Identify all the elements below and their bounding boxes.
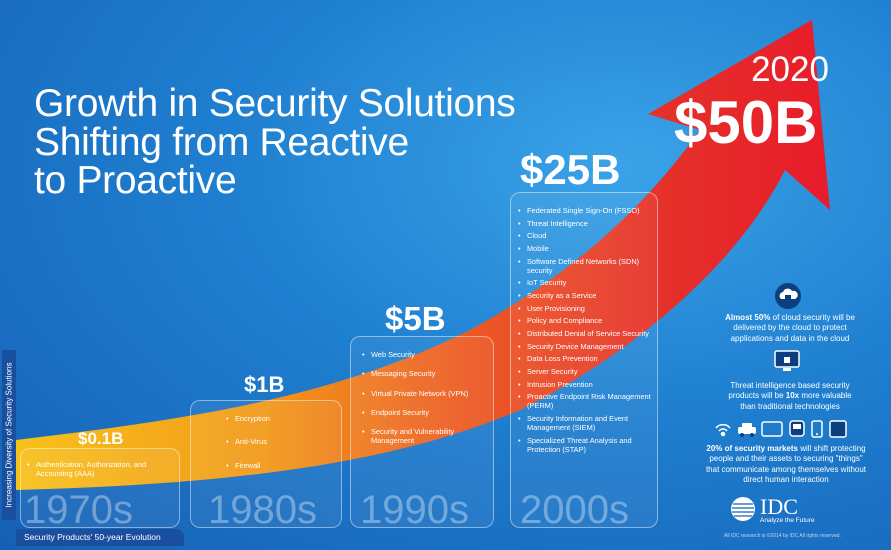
era-decade-1970s: 1970s [24, 488, 133, 532]
monitor-lock-icon [774, 350, 800, 371]
title-line-3: to Proactive [34, 159, 237, 202]
fact-cloud: Almost 50% of cloud security will be del… [724, 313, 856, 344]
iot-icons [712, 418, 862, 440]
projection-year: 2020 [751, 50, 829, 89]
list-item: Proactive Endpoint Risk Management (PERM… [518, 392, 658, 411]
era-decade-1990s: 1990s [360, 488, 469, 532]
list-item: Server Security [518, 367, 658, 377]
list-item: Data Loss Prevention [518, 354, 658, 364]
era-decade-2000s: 2000s [520, 488, 629, 532]
title-line-1: Growth in Security Solutions [34, 82, 516, 125]
list-item: IoT Security [518, 278, 658, 288]
era-items-1970s: Authentication, Authorization, and Accou… [27, 460, 175, 479]
tablet-icon [761, 421, 783, 437]
fact-threat-bold: 10x [785, 391, 800, 401]
list-item: Web Security [362, 350, 488, 360]
list-item: User Provisioning [518, 304, 658, 314]
idc-globe-icon [731, 497, 755, 521]
era-amount-1990s: $5B [385, 300, 446, 337]
brand-name: IDC [760, 494, 798, 519]
wifi-icon [715, 423, 731, 437]
fact-iot: 20% of security markets will shift prote… [704, 444, 868, 486]
fact-threat-text-a: Threat intelligence based security produ… [728, 381, 850, 401]
projection-amount: $50B [674, 89, 818, 156]
list-item: Policy and Compliance [518, 316, 658, 326]
era-amount-2000s: $25B [520, 146, 621, 193]
list-item: Security Information and Event Managemen… [518, 414, 658, 433]
list-item: Encryption [226, 414, 336, 424]
list-item: Virtual Private Network (VPN) [362, 389, 488, 399]
list-item: Endpoint Security [362, 408, 488, 418]
list-item: Federated Single Sign-On (FSSO) [518, 206, 658, 216]
era-decade-1980s: 1980s [208, 488, 317, 532]
list-item: Threat Intelligence [518, 219, 658, 229]
tablet-icon [829, 420, 847, 438]
list-item: Security and Vulnerability Management [362, 427, 488, 446]
title-line-2: Shifting from Reactive [34, 121, 409, 164]
footer-caption: Security Products' 50-year Evolution [16, 529, 184, 546]
list-item: Security as a Service [518, 291, 658, 301]
brand-tagline: Analyze the Future [760, 517, 815, 524]
fact-threat-text-b: more valuable than traditional technolog… [740, 391, 852, 411]
list-item: Cloud [518, 231, 658, 241]
fact-iot-text: will shift protecting people and their a… [705, 444, 867, 485]
era-amount-1980s: $1B [244, 372, 285, 397]
era-items-2000s: Federated Single Sign-On (FSSO) Threat I… [518, 206, 658, 458]
list-item: Anti-Virus [226, 437, 336, 447]
era-amount-1970s: $0.1B [78, 429, 124, 448]
fact-iot-bold: 20% of security markets [706, 444, 798, 453]
era-items-1980s: Encryption Anti-Virus Firewall [226, 414, 336, 470]
list-item: Authentication, Authorization, and Accou… [27, 460, 175, 479]
axis-label-bar: Increasing Diversity of Security Solutio… [2, 350, 16, 520]
car-icon [738, 423, 756, 437]
list-item: Security Device Management [518, 342, 658, 352]
axis-label: Increasing Diversity of Security Solutio… [4, 362, 14, 508]
list-item: Mobile [518, 244, 658, 254]
copyright: All IDC research is ©2014 by IDC All rig… [724, 533, 841, 539]
era-items-1990s: Web Security Messaging Security Virtual … [362, 350, 488, 446]
list-item: Distributed Denial of Service Security [518, 329, 658, 339]
list-item: Intrusion Prevention [518, 380, 658, 390]
train-icon [789, 420, 805, 437]
list-item: Messaging Security [362, 369, 488, 379]
cloud-lock-icon [775, 283, 801, 309]
fact-threat: Threat intelligence based security produ… [724, 381, 856, 412]
phone-icon [811, 420, 823, 438]
list-item: Firewall [226, 461, 336, 471]
list-item: Specialized Threat Analysis and Protecti… [518, 436, 658, 455]
list-item: Software Defined Networks (SDN) security [518, 257, 658, 276]
fact-cloud-bold: Almost 50% [725, 313, 771, 322]
fact-cloud-text: of cloud security will be delivered by t… [730, 313, 855, 343]
